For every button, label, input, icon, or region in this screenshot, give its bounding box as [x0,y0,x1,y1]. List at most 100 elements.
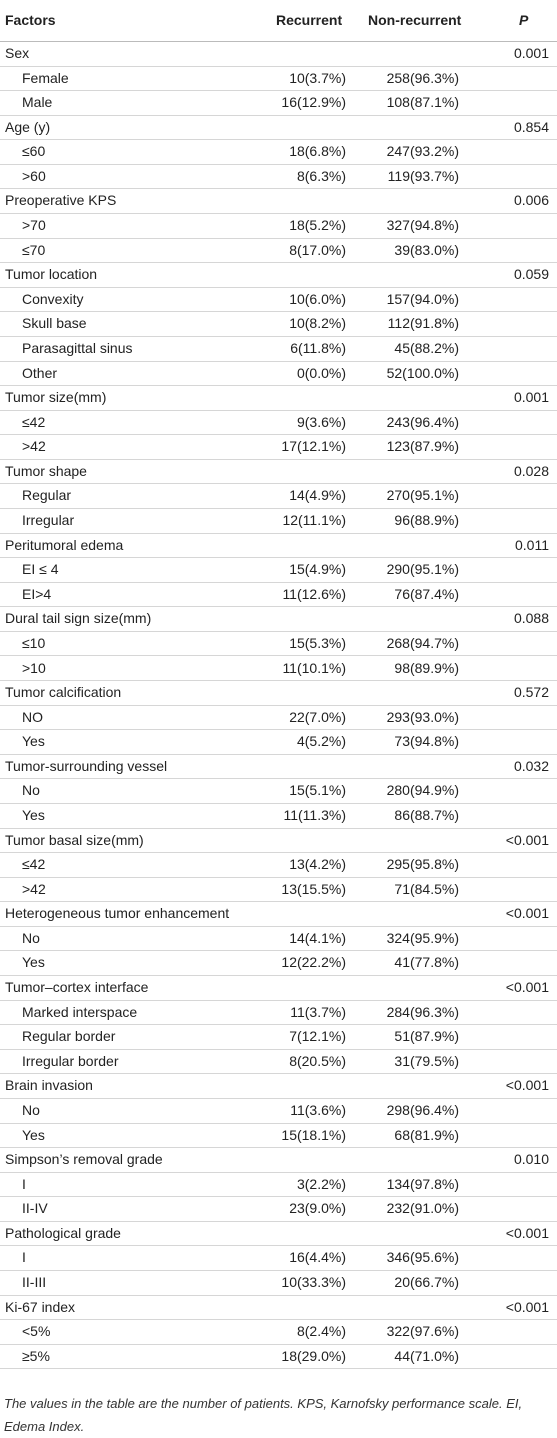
item-label: NO [22,708,43,725]
item-label: Other [22,364,58,381]
non-recurrent-count: 157(94.0%) [386,290,459,307]
non-recurrent-count: 45(88.2%) [394,339,459,356]
non-recurrent-count: 247(93.2%) [386,143,459,160]
non-recurrent-count: 134(97.8%) [386,1175,459,1192]
factor-name: Tumor size(mm) [5,389,107,406]
non-recurrent-count: 44(71.0%) [394,1347,459,1364]
item-label: I [22,1175,26,1192]
item-row: ≤42 9(3.6%) 243(96.4%) [0,411,557,436]
non-recurrent-count: 98(89.9%) [394,659,459,676]
recurrent-count: 17(12.1%) [281,438,346,455]
item-label: Yes [22,733,45,750]
item-row: Irregular border 8(20.5%) 31(79.5%) [0,1050,557,1075]
item-label: Skull base [22,315,87,332]
recurrent-count: 18(29.0%) [281,1347,346,1364]
group-row: Tumor–cortex interface <0.001 [0,976,557,1001]
p-value: 0.011 [515,536,549,553]
item-label: ≥5% [22,1347,50,1364]
recurrent-count: 13(4.2%) [289,856,346,873]
non-recurrent-count: 31(79.5%) [394,1052,459,1069]
factor-name: Tumor shape [5,462,87,479]
item-row: Convexity 10(6.0%) 157(94.0%) [0,288,557,313]
non-recurrent-count: 96(88.9%) [394,512,459,529]
non-recurrent-count: 346(95.6%) [386,1249,459,1266]
recurrent-count: 15(5.3%) [289,634,346,651]
recurrent-count: 4(5.2%) [296,733,346,750]
factor-name: Brain invasion [5,1077,93,1094]
item-row: ≤42 13(4.2%) 295(95.8%) [0,853,557,878]
non-recurrent-count: 327(94.8%) [386,217,459,234]
non-recurrent-count: 293(93.0%) [386,708,459,725]
group-row: Tumor-surrounding vessel 0.032 [0,755,557,780]
group-row: Tumor shape 0.028 [0,460,557,485]
p-value: 0.088 [513,610,549,627]
recurrent-count: 12(22.2%) [281,954,346,971]
group-row: Age (y) 0.854 [0,116,557,141]
item-label: ≤42 [22,856,46,873]
item-row: <5% 8(2.4%) 322(97.6%) [0,1320,557,1345]
non-recurrent-count: 41(77.8%) [394,954,459,971]
p-value: <0.001 [505,1298,549,1315]
factor-name: Tumor basal size(mm) [5,831,144,848]
group-row: Dural tail sign size(mm) 0.088 [0,607,557,632]
item-label: Yes [22,1126,45,1143]
recurrent-count: 23(9.0%) [289,1200,346,1217]
recurrent-count: 14(4.1%) [289,929,346,946]
recurrent-count: 11(12.6%) [282,585,346,602]
header-cell: Recurrent [276,12,343,28]
non-recurrent-count: 268(94.7%) [386,634,459,651]
item-row: >42 13(15.5%) 71(84.5%) [0,878,557,903]
factor-name: Age (y) [5,118,51,135]
item-row: ≤60 18(6.8%) 247(93.2%) [0,140,557,165]
item-label: >10 [22,659,46,676]
item-row: Female 10(3.7%) 258(96.3%) [0,67,557,92]
item-row: >42 17(12.1%) 123(87.9%) [0,435,557,460]
recurrent-count: 10(3.7%) [289,69,346,86]
recurrent-count: 10(6.0%) [289,290,346,307]
item-row: No 15(5.1%) 280(94.9%) [0,779,557,804]
non-recurrent-count: 290(95.1%) [386,561,459,578]
p-value: <0.001 [505,1077,549,1094]
p-value: <0.001 [505,905,549,922]
item-row: EI ≤ 4 15(4.9%) 290(95.1%) [0,558,557,583]
item-row: Yes 11(11.3%) 86(88.7%) [0,804,557,829]
item-label: Regular border [22,1028,116,1045]
non-recurrent-count: 112(91.8%) [387,315,459,332]
p-value: 0.006 [513,192,549,209]
non-recurrent-count: 119(93.7%) [387,167,459,184]
non-recurrent-count: 232(91.0%) [386,1200,459,1217]
item-row: I 3(2.2%) 134(97.8%) [0,1173,557,1198]
factor-name: Ki-67 index [5,1298,76,1315]
header-row: Factors Recurrent Non-recurrent P [0,0,557,42]
recurrent-count: 18(6.8%) [289,143,346,160]
group-row: Tumor basal size(mm) <0.001 [0,829,557,854]
item-row: >10 11(10.1%) 98(89.9%) [0,657,557,682]
p-value: 0.059 [513,266,549,283]
item-row: Skull base 10(8.2%) 112(91.8%) [0,312,557,337]
p-value: 0.001 [513,45,549,61]
p-value: 0.010 [513,1151,549,1168]
item-row: >60 8(6.3%) 119(93.7%) [0,165,557,190]
recurrent-count: 13(15.5%) [281,880,346,897]
recurrent-count: 11(11.3%) [283,806,346,823]
p-value: <0.001 [505,831,549,848]
recurrent-count: 11(3.7%) [290,1003,346,1020]
factor-name: Peritumoral edema [5,536,124,553]
item-label: EI>4 [22,585,52,602]
item-label: I [22,1249,26,1266]
non-recurrent-count: 76(87.4%) [394,585,459,602]
recurrent-count: 22(7.0%) [289,708,346,725]
recurrent-count: 3(2.2%) [296,1175,346,1192]
group-row: Pathological grade <0.001 [0,1222,557,1247]
recurrent-count: 16(12.9%) [281,94,346,111]
factor-name: Sex [5,45,30,61]
item-row: No 14(4.1%) 324(95.9%) [0,927,557,952]
item-row: I 16(4.4%) 346(95.6%) [0,1246,557,1271]
group-row: Tumor location 0.059 [0,263,557,288]
item-label: ≤60 [22,143,46,160]
item-label: Convexity [22,290,84,307]
recurrent-count: 0(0.0%) [296,364,346,381]
non-recurrent-count: 280(94.9%) [386,782,459,799]
item-label: ≤10 [22,634,46,651]
p-value: 0.001 [513,389,549,406]
